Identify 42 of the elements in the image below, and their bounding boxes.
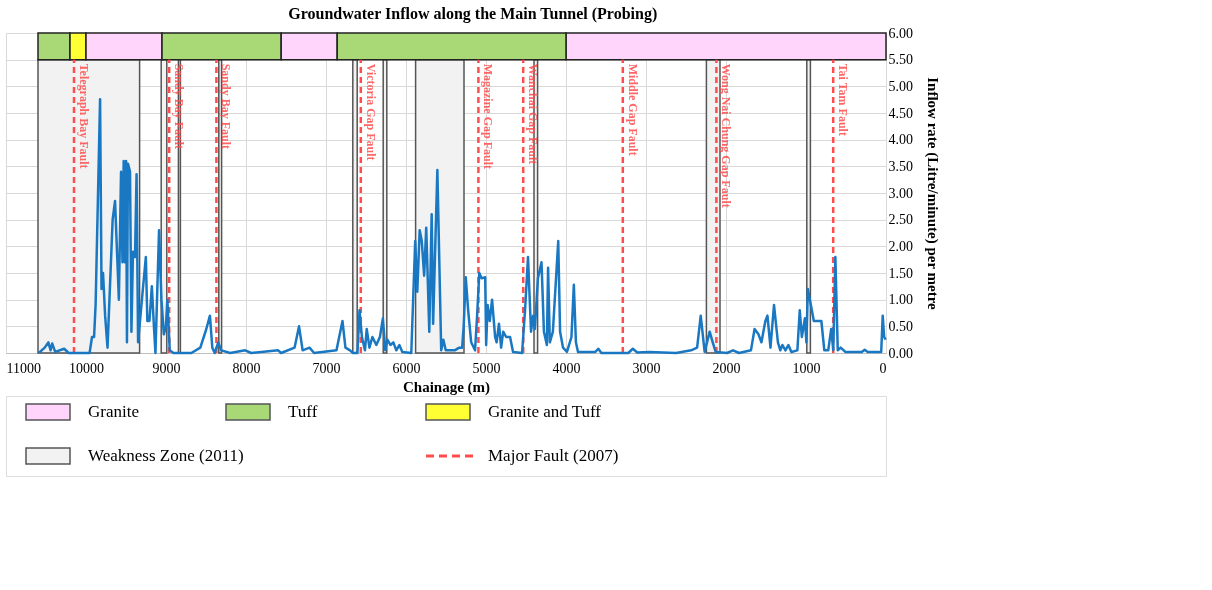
y-axis-title: Inflow rate (Litre/minute) per metre <box>924 77 941 311</box>
ref-line-label: Telegraph Bay Fault <box>77 63 91 169</box>
y-tick-label: 0.00 <box>888 345 913 361</box>
y-tick-label: 4.00 <box>888 132 913 148</box>
y-tick-label: 5.50 <box>888 52 913 68</box>
x-tick-label: 8000 <box>232 360 261 376</box>
y-tick-label: 2.00 <box>888 238 913 254</box>
x-tick-label: 0 <box>879 360 887 376</box>
y-tick-label: 3.00 <box>888 185 913 201</box>
x-tick-label: 10000 <box>69 360 104 376</box>
legend-label: Tuff <box>288 402 318 421</box>
x-axis-title: Chainage (m) <box>402 378 491 396</box>
x-tick-label: 4000 <box>552 360 581 376</box>
legend-label: Weakness Zone (2011) <box>88 446 244 465</box>
y-tick-label: 0.50 <box>888 318 913 334</box>
x-tick-label: 7000 <box>312 360 341 376</box>
legend-label: Granite and Tuff <box>488 402 602 421</box>
x-tick-label: 6000 <box>392 360 421 376</box>
y-tick-label: 1.50 <box>888 265 913 281</box>
y-tick-label: 3.50 <box>888 158 913 174</box>
legend-label: Granite <box>88 402 139 421</box>
y-tick-label: 6.00 <box>888 25 913 41</box>
ref-line-label: Tai Tam Fault <box>836 63 851 136</box>
x-tick-label: 11000 <box>6 360 41 376</box>
y-tick-label: 1.00 <box>888 292 913 308</box>
ref-line-label: Sandy Bay Fault <box>219 63 234 150</box>
ref-line-label: Sandy Bay Fault <box>172 63 187 150</box>
ref-line-label: Wong Nai Chung Gap Fault <box>719 63 734 208</box>
x-tick-label: 2000 <box>712 360 741 376</box>
ref-line-label: Wanchai Gap Fault <box>526 63 541 165</box>
x-tick-label: 5000 <box>472 360 501 376</box>
y-tick-label: 2.50 <box>888 212 913 228</box>
ref-line-label: Magazine Gap Fault <box>481 63 496 169</box>
x-tick-label: 1000 <box>792 360 821 376</box>
text: Major Fault (2007) <box>488 446 619 465</box>
y-tick-label: 4.50 <box>888 105 913 121</box>
ref-line-label: Middle Gap Fault <box>625 63 640 156</box>
ref-line-label: Victoria Gap Fault <box>363 63 378 161</box>
x-tick-label: 3000 <box>632 360 661 376</box>
y-tick-label: 5.00 <box>888 78 913 94</box>
x-tick-label: 9000 <box>152 360 181 376</box>
chart-title: Groundwater Inflow along the Main Tunnel (Probing) <box>288 4 658 23</box>
